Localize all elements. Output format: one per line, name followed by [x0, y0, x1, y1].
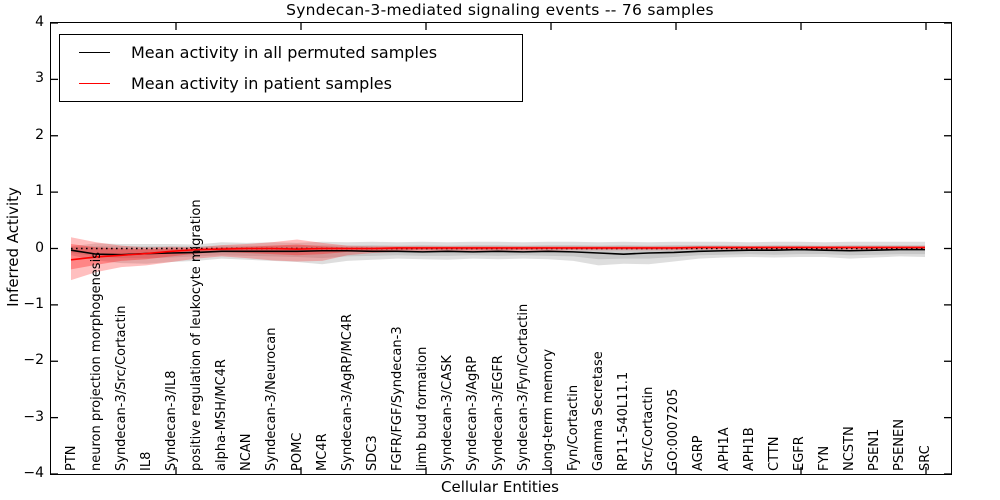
x-tick-label: Gamma Secretase	[590, 351, 606, 471]
x-tick-label: Syndecan-3/IL8	[163, 370, 179, 471]
x-tick-label: Syndecan-3/AgRP	[465, 355, 481, 471]
x-tick-label: Syndecan-3/AgRP/MC4R	[339, 313, 355, 471]
x-tick-label: GO:0007205	[666, 388, 682, 471]
plot-area: PTN neuron projection morphogenesis Syndec…	[50, 22, 952, 475]
x-tick-label: limb bud formation	[415, 346, 431, 471]
x-tick-label: MC4R	[314, 433, 330, 471]
y-tick-label: −3	[23, 408, 44, 425]
x-tick-label: NCSTN	[842, 426, 858, 471]
x-tick-label: Syndecan-3/CASK	[440, 355, 456, 471]
y-tick-label: 3	[35, 70, 44, 87]
x-tick-label: SDC3	[364, 435, 380, 471]
patient-mean-line	[70, 246, 925, 261]
x-tick-label: Syndecan-3/Neurocan	[264, 327, 280, 471]
chart-svg	[51, 23, 951, 474]
x-tick-label: SRC	[917, 445, 933, 471]
x-tick-label: FGFR/FGF/Syndecan-3	[390, 326, 406, 471]
legend-label: Mean activity in patient samples	[131, 74, 392, 93]
y-tick-label: 0	[35, 239, 44, 256]
x-tick-label: POMC	[289, 432, 305, 471]
x-tick-label: long-term memory	[540, 348, 556, 471]
y-tick-label: 4	[35, 14, 44, 30]
x-tick-label: PTN	[63, 445, 79, 471]
x-axis-label: Cellular Entities	[441, 478, 559, 496]
x-tick-label: AGRP	[691, 435, 707, 471]
legend-line-icon	[79, 52, 110, 53]
x-tick-label: Syndecan-3/EGFR	[490, 355, 506, 471]
x-tick-label: Src/Cortactin	[641, 386, 657, 471]
x-tick-label: IL8	[138, 451, 154, 471]
x-tick-label: APH1B	[741, 427, 757, 471]
y-tick-label: −1	[23, 295, 44, 312]
chart-title: Syndecan-3-mediated signaling events -- …	[286, 1, 714, 19]
y-tick-label: −2	[23, 352, 44, 369]
x-tick-label: APH1A	[716, 427, 732, 471]
y-tick-label: −4	[23, 465, 44, 481]
x-tick-label: PSENEN	[892, 419, 908, 471]
x-tick-label: PSEN1	[867, 428, 883, 471]
x-tick-label: FYN	[817, 445, 833, 471]
x-tick-label: EGFR	[791, 436, 807, 471]
y-tick-label: 2	[35, 126, 44, 143]
legend-line-icon	[79, 83, 110, 84]
x-tick-label: Syndecan-3/Src/Cortactin	[113, 305, 129, 471]
x-tick-label: Syndecan-3/Fyn/Cortactin	[515, 303, 531, 471]
x-tick-label: positive regulation of leukocyte migrati…	[189, 199, 205, 471]
x-tick-label: NCAN	[239, 433, 255, 471]
legend: Mean activity in all permuted samples Me…	[59, 34, 523, 102]
x-tick-label: CTTN	[766, 436, 782, 471]
x-tick-label: neuron projection morphogenesis	[88, 252, 104, 471]
x-tick-label: Fyn/Cortactin	[565, 384, 581, 471]
patient-band-inner	[71, 243, 925, 270]
legend-label: Mean activity in all permuted samples	[131, 43, 438, 62]
x-tick-label: alpha-MSH/MC4R	[214, 359, 230, 471]
y-tick-label: 1	[35, 183, 44, 200]
legend-entry-permuted: Mean activity in all permuted samples	[60, 40, 522, 66]
legend-entry-patient: Mean activity in patient samples	[60, 71, 522, 97]
x-tick-label: RP11-540L11.1	[616, 371, 632, 471]
permuted-mean-line	[70, 248, 925, 256]
